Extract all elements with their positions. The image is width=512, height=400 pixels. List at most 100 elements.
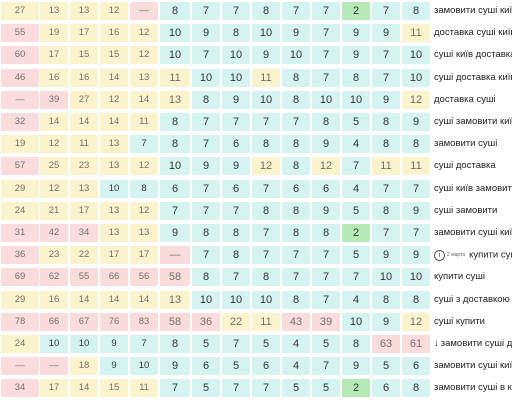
position-cell: 13 <box>100 224 128 242</box>
position-cell: 7 <box>312 268 340 287</box>
keyword-cell[interactable]: замовити суші в києві <box>434 379 512 397</box>
position-cell: 14 <box>130 90 158 109</box>
position-cell: 12 <box>312 157 340 176</box>
position-cell: 8 <box>252 135 280 154</box>
position-cell: 10 <box>312 90 340 109</box>
position-cell: 7 <box>130 335 158 353</box>
keyword-text[interactable]: суші доставка київ <box>434 71 512 83</box>
keyword-cell[interactable]: доставка суші київ <box>434 24 512 42</box>
position-cell: 21 <box>40 201 68 220</box>
position-cell: 43 <box>282 312 310 331</box>
position-cell: 8 <box>222 246 250 265</box>
position-cell: 8 <box>372 201 400 220</box>
position-cell: 12 <box>402 90 430 109</box>
position-cell: 10 <box>402 68 430 87</box>
position-cell: 7 <box>402 224 430 242</box>
keyword-text[interactable]: суші з доставкою київ <box>434 293 512 305</box>
position-cell: 8 <box>282 90 310 109</box>
keyword-cell[interactable]: замовити суші київ <box>434 2 512 20</box>
position-cell: 10 <box>222 68 250 87</box>
position-cell: 5 <box>312 379 340 398</box>
position-cell: 7 <box>222 113 250 131</box>
position-cell: 7 <box>192 246 220 265</box>
keyword-cell[interactable]: суші київ доставка <box>434 46 512 64</box>
keyword-cell[interactable]: суші київ замовити <box>434 180 512 198</box>
keyword-cell[interactable]: ↓замовити суші додому <box>434 335 512 353</box>
table-row: —39 27 12 14 13 8 9 10 8 10 10 9 12 доставка суші <box>0 89 512 111</box>
keyword-cell[interactable]: суші замовити <box>434 202 512 220</box>
keyword-text[interactable]: доставка суші <box>434 93 496 105</box>
position-cell: 8 <box>282 201 310 220</box>
position-cell: 9 <box>312 135 340 154</box>
position-cell: 31 <box>1 224 39 242</box>
position-cell: 10 <box>342 90 370 109</box>
position-cell: 12 <box>100 2 128 20</box>
keyword-text[interactable]: суші доставка <box>434 160 496 172</box>
keyword-cell[interactable]: суші з доставкою київ <box>434 291 512 309</box>
keyword-cell[interactable]: замовити суші київ недорого <box>434 357 512 375</box>
position-cell: 7 <box>252 113 280 131</box>
position-cell: 4 <box>282 335 310 353</box>
keyword-cell[interactable]: доставка суші <box>434 91 512 109</box>
position-cell: 17 <box>70 24 98 43</box>
position-cell: 8 <box>282 68 310 87</box>
keyword-text[interactable]: замовити суші в києві <box>434 382 512 394</box>
position-cell: 78 <box>1 312 39 331</box>
position-cell: 8 <box>160 2 190 20</box>
keyword-text[interactable]: замовити суші <box>434 138 498 150</box>
keyword-cell[interactable]: суші доставка <box>434 157 512 175</box>
keyword-text[interactable]: купити суші київ <box>469 249 512 261</box>
position-cell: 8 <box>402 2 430 20</box>
position-cell: 5 <box>372 357 400 376</box>
position-cell: 10 <box>252 290 280 309</box>
position-cell: 16 <box>40 68 68 87</box>
keyword-cell[interactable]: замовити суші <box>434 135 512 153</box>
position-cell: 36 <box>1 246 39 265</box>
position-cell: 7 <box>372 46 400 65</box>
keyword-text[interactable]: доставка суші київ <box>434 27 512 39</box>
keyword-text[interactable]: суші київ замовити <box>434 182 512 194</box>
keyword-text[interactable]: суші замовити київ <box>434 116 512 127</box>
table-row: 27 13 13 12—8 7 7 8 7 7 2 7 8 замовити суші київ <box>0 0 512 22</box>
position-cell: 2 <box>342 224 370 242</box>
keyword-text[interactable]: суші замовити <box>434 204 498 216</box>
keyword-text[interactable]: суші київ доставка <box>434 49 512 61</box>
position-cell: 16 <box>70 68 98 87</box>
info-icon[interactable]: i <box>434 249 445 261</box>
keyword-text[interactable]: замовити суші додому <box>440 338 512 349</box>
position-cell: 9 <box>192 24 220 43</box>
keyword-text[interactable]: суші купити <box>434 315 485 327</box>
position-cell: 9 <box>342 24 370 43</box>
position-cell: 17 <box>130 246 158 265</box>
position-cell: 11 <box>130 379 158 398</box>
keyword-text[interactable]: замовити суші київ недорого <box>434 360 512 372</box>
position-cell: 6 <box>282 179 310 198</box>
position-cell: 18 <box>70 357 98 376</box>
position-cell: 4 <box>342 135 370 154</box>
position-cell: 7 <box>312 357 340 376</box>
position-cell: 8 <box>402 135 430 154</box>
position-cell: 10 <box>192 68 220 87</box>
position-cell: 6 <box>192 357 220 376</box>
keyword-text[interactable]: замовити суші київ <box>434 5 512 16</box>
keyword-cell[interactable]: суші купити <box>434 313 512 331</box>
keyword-cell[interactable]: суші замовити київ <box>434 113 512 131</box>
position-cell: 14 <box>40 113 68 131</box>
position-cell: 7 <box>342 268 370 287</box>
position-cell: 25 <box>40 157 68 176</box>
position-cell: 16 <box>40 290 68 309</box>
keyword-cell[interactable]: суші доставка київ <box>434 69 512 87</box>
position-cell: 12 <box>40 179 68 198</box>
position-cell: 7 <box>192 46 220 65</box>
position-cell: 13 <box>100 135 128 154</box>
position-cell: 13 <box>130 224 158 242</box>
keyword-text[interactable]: купити суші <box>434 271 485 283</box>
position-cell: 7 <box>252 379 280 398</box>
keyword-text[interactable]: замовити суші київ з доставкою <box>434 227 512 238</box>
keyword-cell[interactable]: замовити суші київ з доставкою <box>434 224 512 242</box>
keyword-cell[interactable]: купити суші <box>434 268 512 286</box>
position-cell: 19 <box>40 24 68 43</box>
